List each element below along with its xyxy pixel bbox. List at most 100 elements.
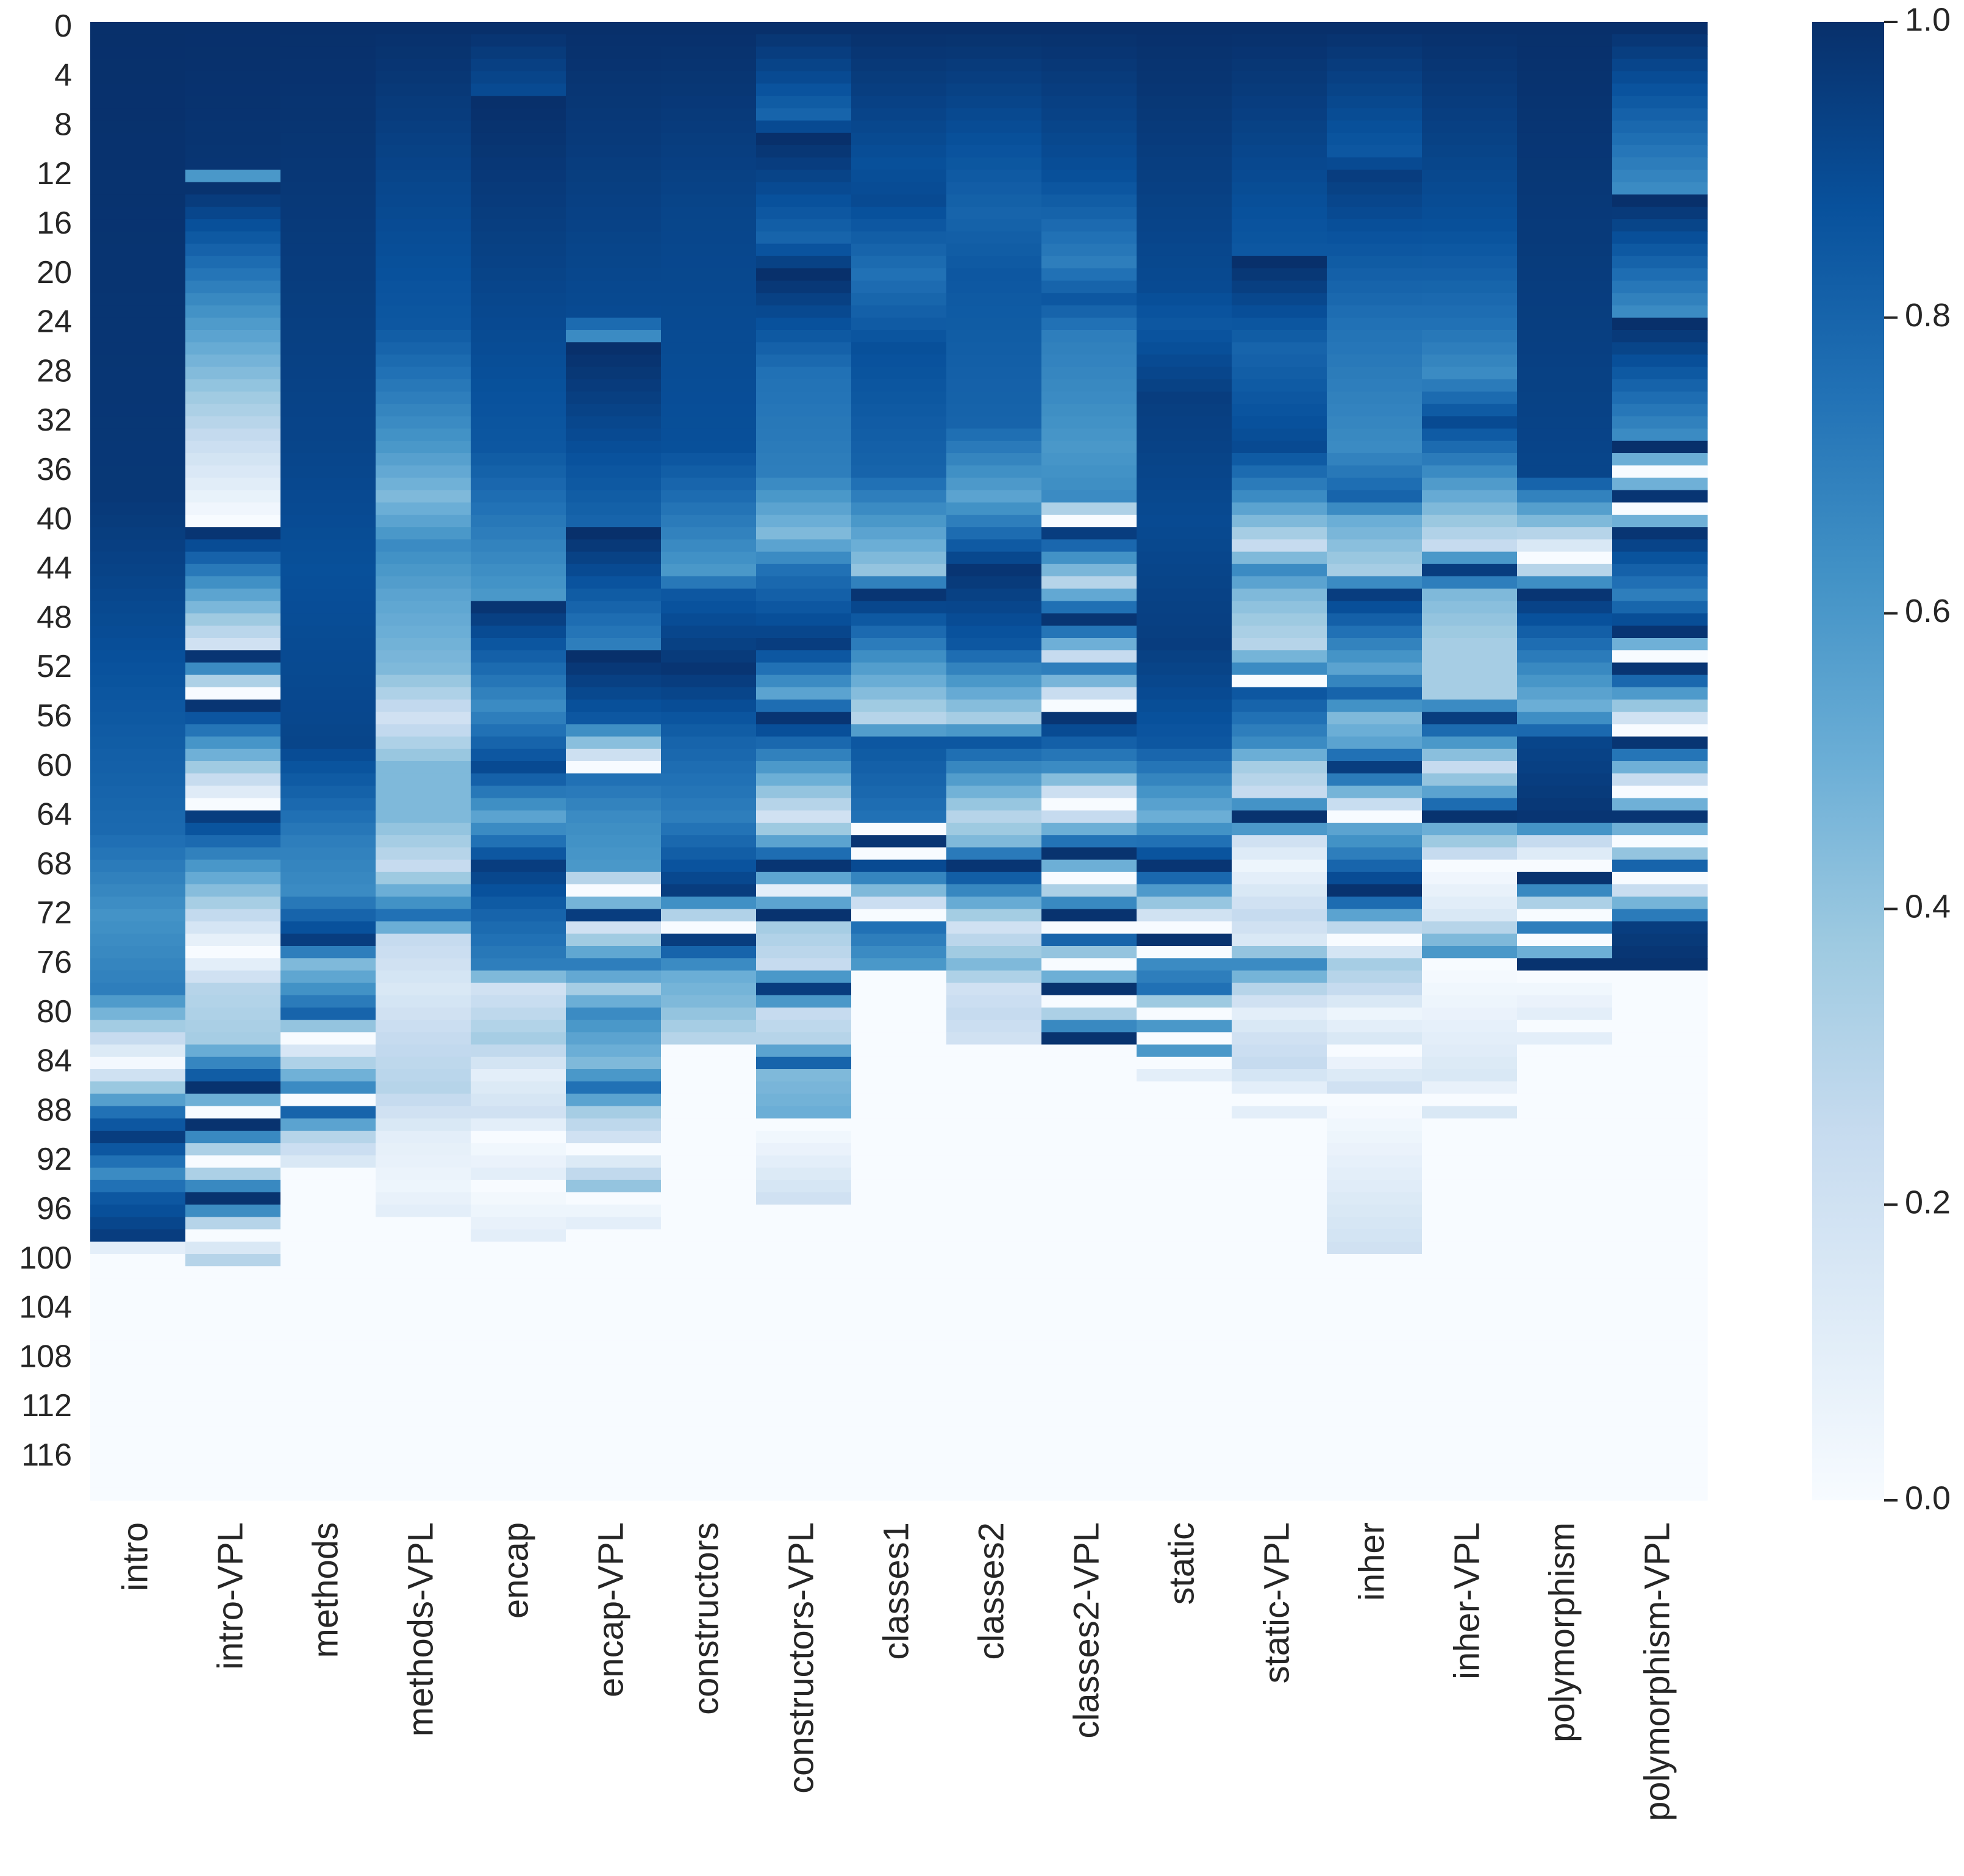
heatmap-cell-polymorphism-45 — [1517, 576, 1613, 589]
heatmap-cell-intro-113 — [90, 1414, 186, 1427]
heatmap-cell-inher-VPL-19 — [1422, 256, 1518, 269]
heatmap-cell-encap-74 — [471, 933, 566, 947]
y-tick-label-64: 64 — [37, 797, 72, 832]
heatmap-cell-constructors-VPL-107 — [756, 1340, 852, 1353]
heatmap-cell-inher-VPL-39 — [1422, 502, 1518, 515]
y-tick-label-76: 76 — [37, 945, 72, 980]
heatmap-cell-intro-88 — [90, 1106, 186, 1119]
heatmap-cell-static-VPL-28 — [1232, 367, 1327, 380]
heatmap-cell-encap-8 — [471, 120, 566, 134]
heatmap-cell-static-VPL-0 — [1232, 22, 1327, 35]
heatmap-cell-static-VPL-99 — [1232, 1241, 1327, 1255]
heatmap-cell-classes2-17 — [946, 231, 1042, 245]
heatmap-cell-classes1-94 — [851, 1180, 947, 1193]
heatmap-cell-classes2-29 — [946, 379, 1042, 392]
heatmap-cell-static-VPL-29 — [1232, 379, 1327, 392]
heatmap-cell-encap-VPL-82 — [566, 1032, 662, 1045]
heatmap-cell-classes2-16 — [946, 219, 1042, 232]
heatmap-cell-classes2-VPL-31 — [1041, 404, 1137, 417]
heatmap-cell-intro-90 — [90, 1131, 186, 1144]
heatmap-cell-inher-10 — [1327, 145, 1423, 158]
heatmap-cell-encap-VPL-104 — [566, 1303, 662, 1316]
heatmap-cell-methods-VPL-115 — [376, 1439, 471, 1452]
heatmap-cell-static-46 — [1137, 589, 1232, 601]
heatmap-cell-polymorphism-113 — [1517, 1414, 1613, 1427]
heatmap-cell-intro-16 — [90, 219, 186, 232]
heatmap-cell-inher-VPL-54 — [1422, 687, 1518, 700]
heatmap-cell-intro-45 — [90, 576, 186, 589]
heatmap-cell-inher-45 — [1327, 576, 1423, 589]
heatmap-cell-intro-VPL-43 — [185, 551, 281, 565]
y-tick-label-68: 68 — [37, 846, 72, 881]
heatmap-cell-intro-86 — [90, 1081, 186, 1094]
heatmap-cell-static-VPL-18 — [1232, 243, 1327, 257]
heatmap-cell-classes2-96 — [946, 1205, 1042, 1217]
heatmap-cell-static-VPL-10 — [1232, 145, 1327, 158]
heatmap-cell-intro-68 — [90, 859, 186, 873]
heatmap-cell-intro-43 — [90, 551, 186, 565]
heatmap-cell-methods-VPL-66 — [376, 835, 471, 848]
heatmap-cell-methods-VPL-90 — [376, 1131, 471, 1144]
heatmap-cell-classes2-12 — [946, 170, 1042, 183]
heatmap-cell-classes1-17 — [851, 231, 947, 245]
heatmap-cell-classes2-85 — [946, 1069, 1042, 1082]
heatmap-cell-inher-97 — [1327, 1217, 1423, 1230]
heatmap-cell-methods-62 — [280, 786, 376, 799]
heatmap-cell-inher-107 — [1327, 1340, 1423, 1353]
heatmap-cell-methods-118 — [280, 1475, 376, 1489]
heatmap-cell-inher-VPL-32 — [1422, 416, 1518, 429]
heatmap-cell-intro-VPL-57 — [185, 724, 281, 737]
heatmap-cell-intro-30 — [90, 392, 186, 404]
heatmap-cell-encap-VPL-30 — [566, 392, 662, 404]
heatmap-cell-methods-63 — [280, 798, 376, 811]
heatmap-cell-methods-VPL-9 — [376, 132, 471, 146]
heatmap-cell-classes1-114 — [851, 1426, 947, 1439]
heatmap-cell-methods-VPL-102 — [376, 1278, 471, 1292]
heatmap-cell-encap-116 — [471, 1451, 566, 1464]
heatmap-cell-polymorphism-VPL-78 — [1612, 983, 1708, 996]
heatmap-cell-classes2-VPL-119 — [1041, 1488, 1137, 1501]
heatmap-cell-classes2-13 — [946, 182, 1042, 195]
heatmap-cell-encap-41 — [471, 527, 566, 540]
heatmap-cell-constructors-VPL-70 — [756, 884, 852, 897]
heatmap-cell-static-VPL-65 — [1232, 823, 1327, 836]
heatmap-cell-encap-VPL-52 — [566, 662, 662, 676]
heatmap-cell-methods-61 — [280, 773, 376, 786]
y-tick-label-104: 104 — [19, 1290, 72, 1325]
heatmap-cell-static-105 — [1137, 1316, 1232, 1328]
heatmap-cell-polymorphism-VPL-29 — [1612, 379, 1708, 392]
heatmap-cell-encap-VPL-112 — [566, 1402, 662, 1415]
heatmap-cell-constructors-68 — [661, 859, 757, 873]
heatmap-cell-classes1-93 — [851, 1167, 947, 1181]
heatmap-cell-static-9 — [1137, 132, 1232, 146]
heatmap-cell-polymorphism-75 — [1517, 946, 1613, 959]
heatmap-cell-classes2-VPL-52 — [1041, 662, 1137, 676]
heatmap-cell-methods-58 — [280, 736, 376, 750]
heatmap-cell-static-18 — [1137, 243, 1232, 257]
heatmap-cell-inher-74 — [1327, 933, 1423, 947]
heatmap-cell-methods-VPL-118 — [376, 1475, 471, 1489]
heatmap-cell-classes2-VPL-112 — [1041, 1402, 1137, 1415]
heatmap-cell-methods-VPL-50 — [376, 638, 471, 651]
heatmap-cell-classes2-VPL-2 — [1041, 46, 1137, 60]
heatmap-cell-classes2-VPL-86 — [1041, 1081, 1137, 1094]
heatmap-cell-encap-89 — [471, 1118, 566, 1131]
heatmap-cell-methods-42 — [280, 539, 376, 553]
heatmap-cell-polymorphism-VPL-32 — [1612, 416, 1708, 429]
heatmap-cell-encap-65 — [471, 823, 566, 836]
heatmap-cell-inher-92 — [1327, 1155, 1423, 1169]
heatmap-cell-static-VPL-25 — [1232, 330, 1327, 343]
heatmap-cell-methods-50 — [280, 638, 376, 651]
heatmap-cell-static-61 — [1137, 773, 1232, 786]
heatmap-cell-classes2-25 — [946, 330, 1042, 343]
heatmap-cell-constructors-VPL-95 — [756, 1192, 852, 1205]
heatmap-cell-polymorphism-79 — [1517, 995, 1613, 1008]
heatmap-cell-classes2-VPL-62 — [1041, 786, 1137, 799]
heatmap-cell-encap-VPL-83 — [566, 1044, 662, 1058]
heatmap-cell-methods-81 — [280, 1020, 376, 1033]
heatmap-cell-static-VPL-33 — [1232, 428, 1327, 442]
heatmap-cell-constructors-VPL-76 — [756, 958, 852, 971]
heatmap-cell-inher-7 — [1327, 108, 1423, 121]
heatmap-cell-constructors-61 — [661, 773, 757, 786]
